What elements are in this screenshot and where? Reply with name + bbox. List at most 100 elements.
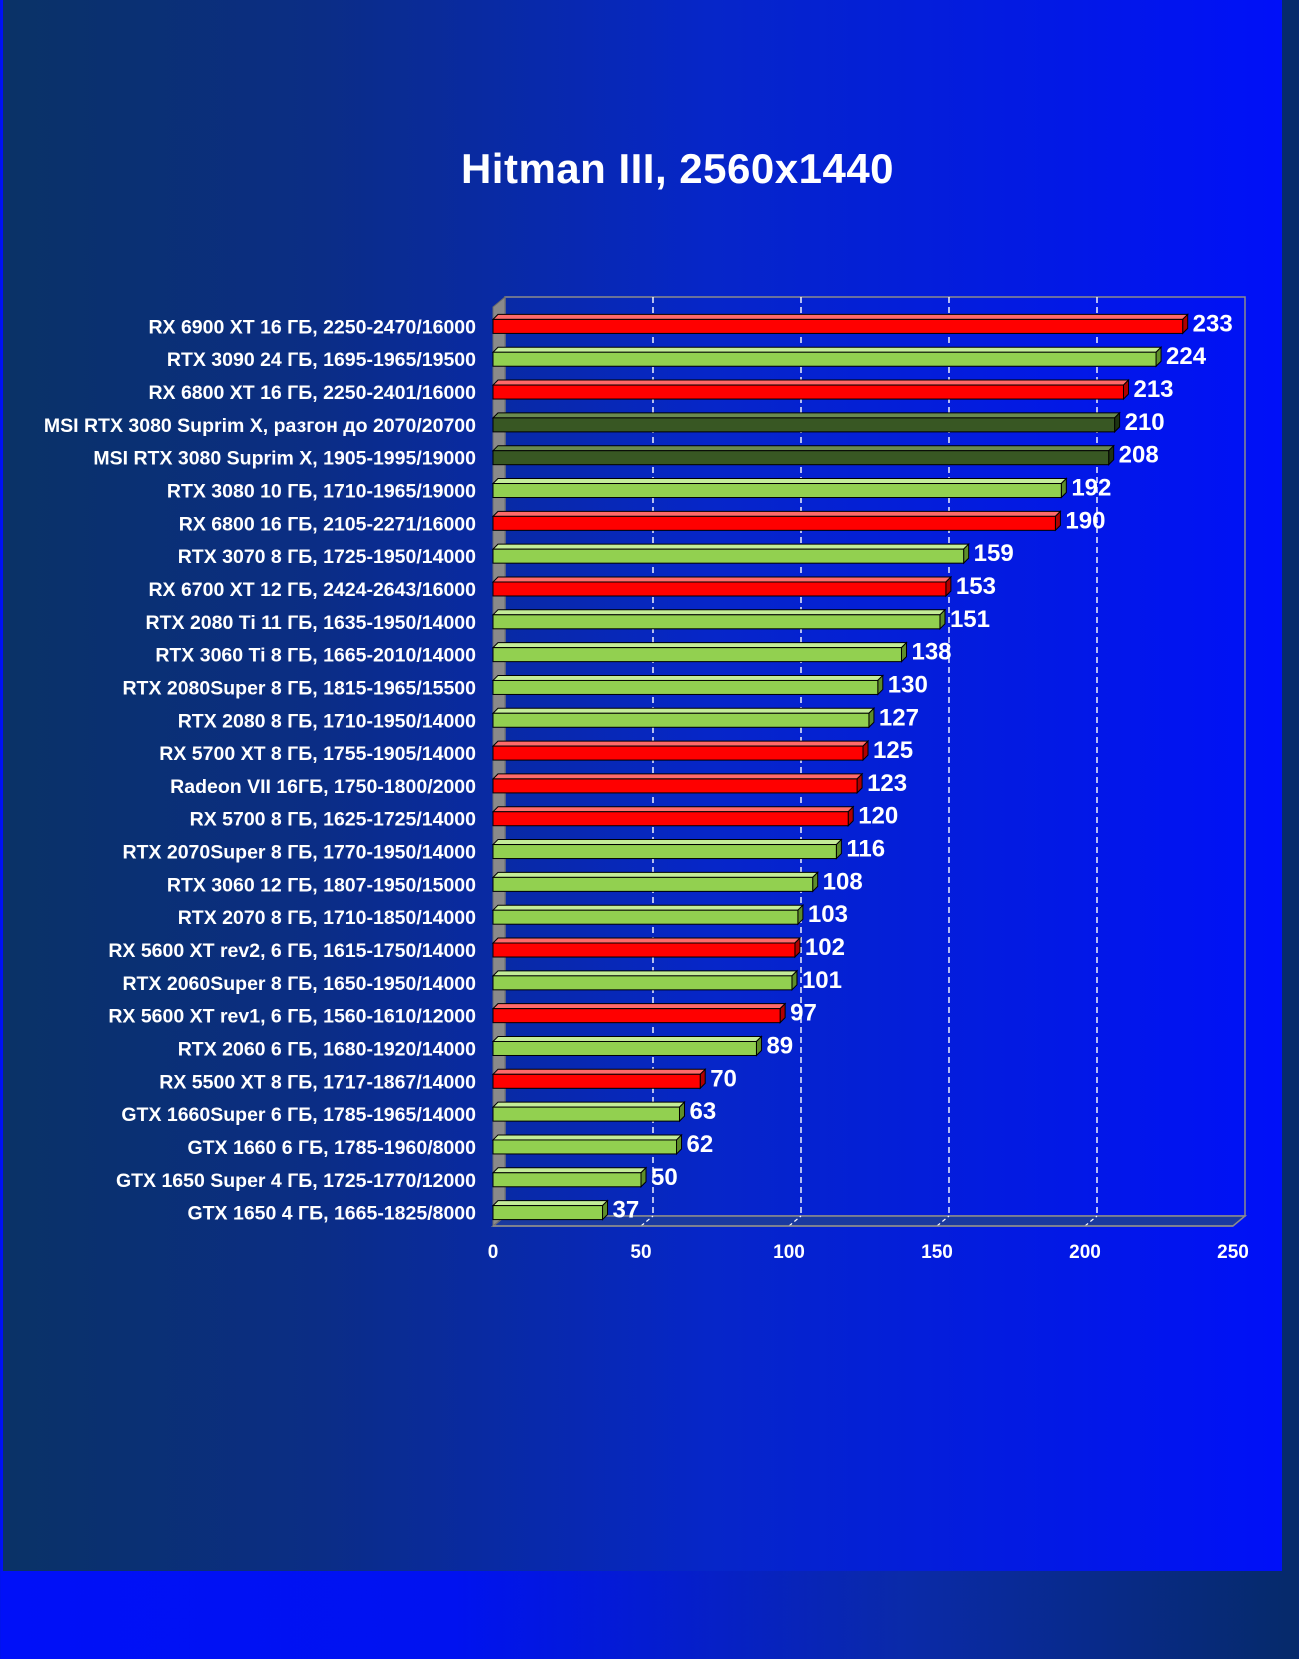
bar-group bbox=[491, 674, 885, 696]
category-label: RX 5600 XT rev2, 6 ГБ, 1615-1750/14000 bbox=[108, 940, 476, 962]
chart-title: Hitman III, 2560x1440 bbox=[460, 145, 895, 192]
bar bbox=[492, 581, 947, 597]
data-label: 62 bbox=[687, 1131, 714, 1158]
category-label: RX 6900 XT 16 ГБ, 2250-2470/16000 bbox=[148, 316, 476, 338]
bar-top bbox=[491, 740, 870, 747]
bar bbox=[492, 975, 793, 991]
x-tick-label: 0 bbox=[488, 1242, 499, 1263]
bar bbox=[492, 647, 902, 663]
bar bbox=[492, 1008, 781, 1024]
gridline-floor bbox=[788, 1215, 802, 1227]
data-label: 63 bbox=[689, 1098, 716, 1125]
category-label: RTX 2080 8 ГБ, 1710-1950/14000 bbox=[178, 710, 476, 732]
gridline-floor bbox=[1084, 1215, 1098, 1227]
category-label: RTX 3080 10 ГБ, 1710-1965/19000 bbox=[167, 481, 476, 503]
bar-top bbox=[491, 904, 805, 911]
bar-group bbox=[491, 936, 802, 959]
bar-top bbox=[491, 576, 953, 583]
bar-group bbox=[491, 1002, 787, 1024]
data-label: 97 bbox=[790, 1000, 817, 1027]
data-label: 101 bbox=[802, 967, 842, 994]
category-label: Radeon VII 16ГБ, 1750-1800/2000 bbox=[170, 776, 476, 798]
bar bbox=[492, 811, 849, 827]
category-label: RX 5700 XT 8 ГБ, 1755-1905/14000 bbox=[159, 743, 476, 765]
bar-group bbox=[491, 739, 870, 762]
bar-top bbox=[491, 1003, 787, 1010]
data-label: 130 bbox=[888, 671, 928, 698]
x-tick-label: 50 bbox=[630, 1242, 651, 1263]
bar bbox=[492, 679, 879, 695]
bar-top bbox=[491, 937, 802, 944]
bar-top bbox=[491, 379, 1130, 386]
data-label: 192 bbox=[1071, 475, 1111, 502]
category-label: RTX 3060 12 ГБ, 1807-1950/15000 bbox=[167, 874, 476, 896]
data-label: 108 bbox=[823, 868, 863, 895]
x-tick-label: 100 bbox=[773, 1242, 805, 1263]
bar-group bbox=[491, 608, 947, 631]
data-label: 138 bbox=[911, 639, 951, 666]
bar-top bbox=[491, 1035, 763, 1042]
data-label: 89 bbox=[766, 1032, 793, 1059]
data-label: 213 bbox=[1133, 376, 1173, 403]
category-label: RX 6700 XT 12 ГБ, 2424-2643/16000 bbox=[148, 579, 476, 601]
x-tick-label: 150 bbox=[921, 1242, 953, 1263]
bar bbox=[492, 712, 870, 728]
bar-group bbox=[491, 772, 864, 795]
bar bbox=[492, 417, 1116, 433]
bar-top bbox=[491, 773, 864, 780]
category-label: MSI RTX 3080 Suprim X, 1905-1995/19000 bbox=[93, 448, 476, 470]
category-label: RX 5600 XT rev1, 6 ГБ, 1560-1610/12000 bbox=[108, 1006, 476, 1028]
bar-group bbox=[491, 542, 970, 565]
bar bbox=[492, 515, 1056, 531]
data-label: 224 bbox=[1166, 343, 1207, 370]
category-label: RTX 2070 8 ГБ, 1710-1850/14000 bbox=[178, 907, 476, 929]
bar-top bbox=[491, 510, 1062, 517]
bar bbox=[492, 483, 1062, 499]
data-label: 153 bbox=[956, 573, 996, 600]
bar bbox=[492, 909, 799, 925]
bar-top bbox=[491, 839, 843, 846]
category-label: MSI RTX 3080 Suprim X, разгон до 2070/20… bbox=[44, 415, 476, 437]
bar bbox=[492, 1172, 642, 1188]
category-label: RTX 2070Super 8 ГБ, 1770-1950/14000 bbox=[122, 842, 476, 864]
bar-group bbox=[491, 575, 953, 598]
bar bbox=[492, 942, 796, 958]
gridline-floor bbox=[640, 1215, 654, 1227]
bar-top bbox=[491, 1101, 686, 1108]
category-label: RTX 2060 6 ГБ, 1680-1920/14000 bbox=[178, 1038, 476, 1060]
bar-top bbox=[491, 445, 1115, 452]
bar-top bbox=[491, 609, 947, 616]
data-label: 151 bbox=[950, 606, 990, 633]
bar bbox=[492, 1073, 701, 1089]
bar bbox=[492, 1205, 604, 1221]
category-label: RTX 3090 24 ГБ, 1695-1965/19500 bbox=[167, 349, 476, 371]
category-label: RX 6800 16 ГБ, 2105-2271/16000 bbox=[179, 513, 476, 535]
data-label: 233 bbox=[1193, 310, 1233, 337]
bar-top bbox=[491, 313, 1189, 320]
bar-group bbox=[491, 510, 1062, 532]
data-label: 190 bbox=[1065, 507, 1105, 534]
bar-top bbox=[491, 1068, 707, 1075]
bar-top bbox=[491, 1200, 609, 1207]
category-label: RTX 2080Super 8 ГБ, 1815-1965/15500 bbox=[122, 677, 476, 699]
gridline-floor bbox=[936, 1215, 950, 1227]
data-label: 123 bbox=[867, 770, 907, 797]
bar bbox=[492, 876, 814, 892]
data-label: 159 bbox=[974, 540, 1014, 567]
bar bbox=[492, 614, 941, 630]
category-label: RTX 2080 Ti 11 ГБ, 1635-1950/14000 bbox=[146, 612, 477, 634]
data-label: 120 bbox=[858, 803, 898, 830]
bar-group bbox=[491, 1166, 648, 1188]
bar-top bbox=[491, 970, 799, 977]
category-label: RX 5700 8 ГБ, 1625-1725/14000 bbox=[190, 809, 477, 831]
x-tick-label: 200 bbox=[1069, 1242, 1101, 1263]
data-label: 37 bbox=[613, 1197, 640, 1224]
bar-group bbox=[491, 378, 1130, 401]
bar-group bbox=[491, 838, 843, 860]
bar bbox=[492, 548, 965, 564]
category-label: GTX 1650 4 ГБ, 1665-1825/8000 bbox=[187, 1203, 476, 1225]
category-label: GTX 1660Super 6 ГБ, 1785-1965/14000 bbox=[121, 1104, 476, 1126]
data-label: 50 bbox=[651, 1164, 678, 1191]
bar bbox=[492, 318, 1184, 334]
x-tick-label: 250 bbox=[1217, 1242, 1249, 1263]
